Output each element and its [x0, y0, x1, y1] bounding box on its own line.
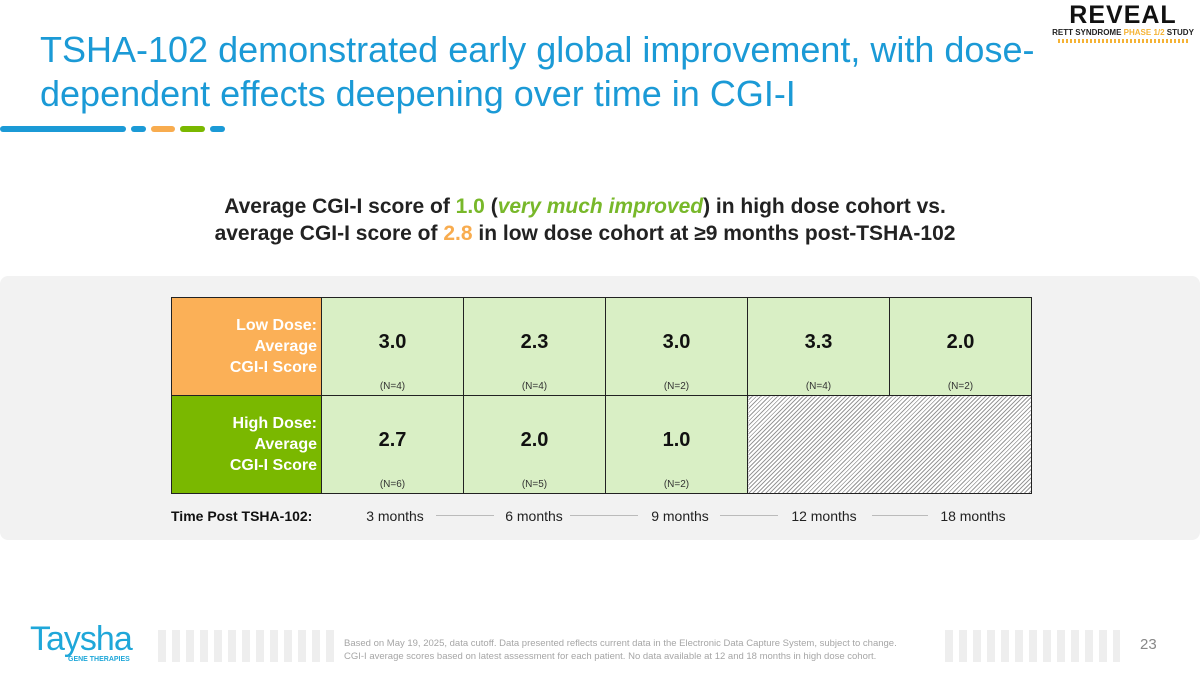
timepoint: 6 months — [505, 508, 563, 524]
table-cell: 2.7 (N=6) — [321, 395, 464, 494]
table-cell: 1.0 (N=2) — [605, 395, 748, 494]
taysha-logo: Taysha GENE THERAPIES — [30, 620, 133, 663]
reveal-sub-a: RETT SYNDROME — [1052, 28, 1124, 37]
text: in low dose cohort at ≥9 months post-TSH… — [472, 222, 956, 245]
timeline-connector — [436, 515, 494, 516]
low-dose-row: Low Dose: Average CGI-I Score 3.0 (N=4) 2.3… — [171, 297, 1032, 396]
reveal-logo: REVEAL RETT SYNDROME PHASE 1/2 STUDY — [1048, 2, 1198, 43]
decor-bar — [131, 126, 146, 132]
table-cell: 3.3 (N=4) — [747, 297, 890, 396]
decor-stripes — [158, 630, 338, 662]
high-dose-row: High Dose: Average CGI-I Score 2.7 (N=6) 2.… — [171, 395, 1032, 494]
timepoint: 3 months — [366, 508, 424, 524]
cgi-table: Low Dose: Average CGI-I Score 3.0 (N=4) 2.3… — [171, 297, 1032, 494]
reveal-logo-text: REVEAL — [1069, 1, 1177, 29]
decor-bar — [210, 126, 225, 132]
text: ) in high dose cohort vs. — [703, 195, 946, 218]
table-cell: 3.0 (N=2) — [605, 297, 748, 396]
taysha-logo-sub: GENE THERAPIES — [68, 656, 130, 663]
key-finding: Average CGI-I score of 1.0 (very much im… — [0, 193, 1170, 247]
footnote: Based on May 19, 2025, data cutoff. Data… — [344, 638, 897, 662]
reveal-sub-b: PHASE 1/2 — [1123, 28, 1165, 37]
page-number: 23 — [1140, 636, 1157, 653]
text: ( — [484, 195, 498, 218]
table-cell: 3.0 (N=4) — [321, 297, 464, 396]
decor-bar — [151, 126, 175, 132]
text: very much improved — [497, 195, 704, 218]
timeline-connector — [720, 515, 778, 516]
decor-bar — [180, 126, 205, 132]
timepoint: 18 months — [940, 508, 1006, 524]
reveal-sub-c: STUDY — [1164, 28, 1194, 37]
table-cell: 2.0 (N=5) — [463, 395, 606, 494]
high-dose-score: 1.0 — [455, 195, 485, 218]
high-dose-label: High Dose: Average CGI-I Score — [171, 395, 322, 494]
timeline-connector — [570, 515, 638, 516]
timeline-connector — [872, 515, 928, 516]
timepoint: 12 months — [791, 508, 857, 524]
decor-bar — [0, 126, 126, 132]
time-axis-label: Time Post TSHA-102: — [171, 508, 313, 524]
text: Average CGI-I score of — [224, 195, 456, 218]
reveal-stripe — [1058, 39, 1188, 43]
low-dose-label: Low Dose: Average CGI-I Score — [171, 297, 322, 396]
timepoint: 9 months — [651, 508, 709, 524]
reveal-logo-sub: RETT SYNDROME PHASE 1/2 STUDY — [1048, 28, 1198, 38]
low-dose-score: 2.8 — [443, 222, 473, 245]
decor-stripes — [945, 630, 1120, 662]
no-data-cell — [747, 395, 1032, 494]
slide-title: TSHA-102 demonstrated early global impro… — [40, 29, 1035, 114]
text: average CGI-I score of — [214, 222, 444, 245]
table-cell: 2.3 (N=4) — [463, 297, 606, 396]
taysha-logo-text: Taysha — [30, 620, 133, 658]
table-cell: 2.0 (N=2) — [889, 297, 1032, 396]
